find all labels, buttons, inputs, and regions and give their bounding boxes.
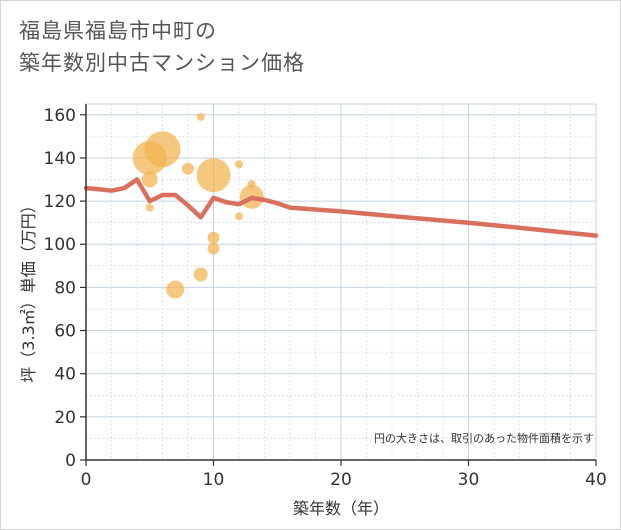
y-tick-label: 160 — [44, 106, 76, 126]
y-tick-label: 40 — [54, 365, 76, 385]
x-tick-label: 30 — [458, 470, 480, 490]
y-axis-label: 坪（3.3㎡）単価（万円） — [19, 197, 38, 382]
y-tick-label: 60 — [54, 322, 76, 342]
axes — [80, 104, 597, 466]
bubble-point — [145, 203, 154, 212]
y-tick-label: 80 — [54, 278, 76, 298]
x-tick-label: 10 — [203, 470, 225, 490]
x-axis-label: 築年数（年） — [293, 499, 389, 518]
title-line-1: 福島県福島市中町の — [19, 19, 217, 43]
bubble-point — [235, 160, 243, 169]
bubble-series — [132, 112, 264, 299]
bubble-point — [207, 231, 220, 244]
bubble-point — [196, 158, 231, 193]
bubble-point — [182, 162, 194, 175]
x-tick-label: 40 — [585, 470, 607, 490]
y-tick-label: 100 — [44, 235, 76, 255]
bubble-point — [235, 212, 243, 221]
trend-line — [83, 177, 599, 238]
bubble-point — [196, 112, 205, 121]
y-tick-label: 0 — [65, 451, 76, 471]
y-tick-label: 20 — [54, 408, 76, 428]
bubble-point — [144, 131, 181, 168]
x-tick-label: 20 — [330, 470, 352, 490]
tick-labels: 0 20 40 60 80 100 120 140 160 0 10 20 30 40 — [44, 106, 607, 490]
bubble-point — [193, 267, 208, 282]
bubble-point — [166, 280, 185, 299]
title-line-2: 築年数別中古マンション価格 — [19, 51, 305, 75]
bubble-point — [141, 171, 158, 188]
bubble-point — [207, 242, 220, 255]
chart-title: 福島県福島市中町の 築年数別中古マンション価格 — [19, 15, 305, 79]
trend-series — [83, 177, 599, 238]
x-tick-label: 0 — [81, 470, 92, 490]
chart-note: 円の大きさは、取引のあった物件面積を示す — [374, 431, 594, 445]
y-tick-label: 140 — [44, 149, 76, 169]
y-tick-label: 120 — [44, 192, 76, 212]
